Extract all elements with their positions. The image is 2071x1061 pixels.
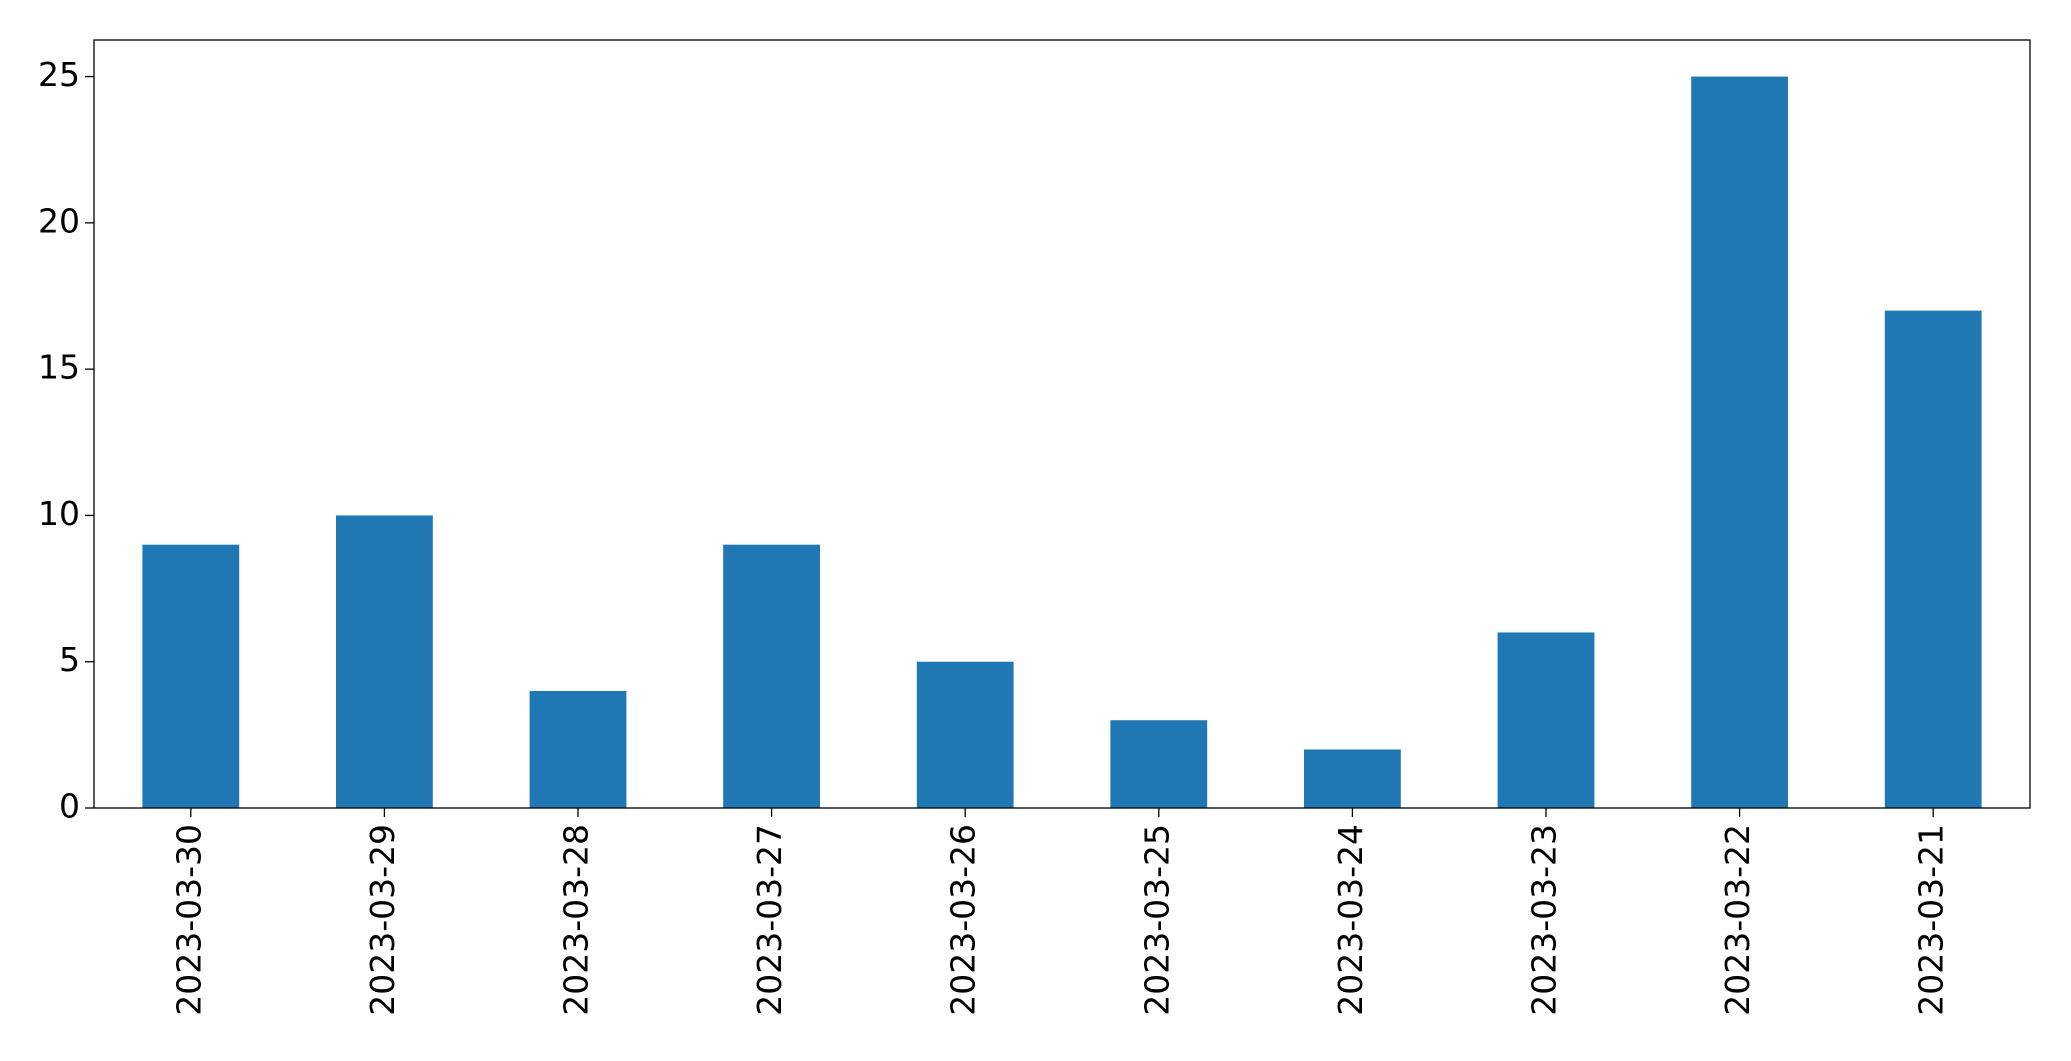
bar	[1304, 749, 1401, 808]
bar	[336, 515, 433, 808]
bar	[1497, 632, 1595, 808]
bar	[1691, 76, 1788, 809]
y-tick-label: 15	[38, 348, 80, 387]
bar	[1110, 720, 1208, 808]
bar	[916, 661, 1014, 808]
y-tick-label: 5	[59, 640, 80, 679]
x-tick-label: 2023-03-22	[1718, 824, 1757, 1016]
y-tick-label: 0	[59, 787, 80, 826]
x-tick-label: 2023-03-26	[944, 824, 983, 1016]
x-tick-label: 2023-03-27	[750, 824, 789, 1016]
bar	[142, 544, 240, 808]
x-tick-label: 2023-03-24	[1331, 824, 1370, 1016]
y-tick-label: 10	[38, 494, 80, 533]
axes-frame	[93, 39, 2031, 809]
x-tick-label: 2023-03-23	[1525, 824, 1564, 1016]
x-tick-label: 2023-03-21	[1912, 824, 1951, 1016]
bar	[723, 544, 820, 808]
bar	[1884, 310, 1982, 808]
x-tick-label: 2023-03-25	[1137, 824, 1176, 1016]
y-tick-label: 25	[38, 55, 80, 94]
x-tick-label: 2023-03-29	[363, 824, 402, 1016]
x-tick-label: 2023-03-30	[169, 824, 208, 1016]
bar	[529, 690, 627, 808]
y-tick-label: 20	[38, 201, 80, 240]
x-tick-label: 2023-03-28	[557, 824, 596, 1016]
